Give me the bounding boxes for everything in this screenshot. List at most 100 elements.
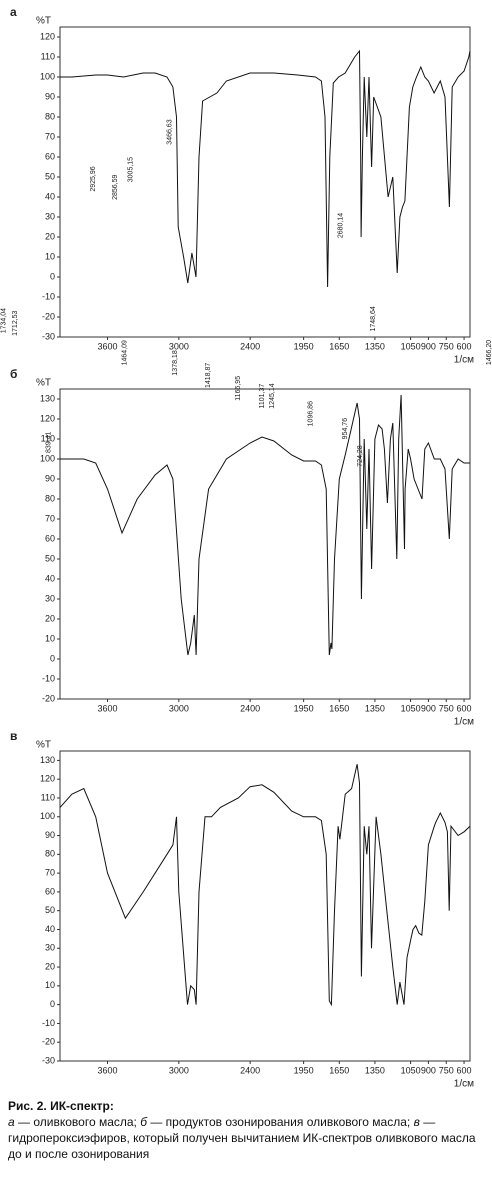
peak-label: 1466,20 <box>486 340 492 365</box>
x-tick-label: 900 <box>421 703 436 713</box>
peak-label: 954,76 <box>342 418 349 440</box>
y-tick-label: 20 <box>45 613 55 623</box>
y-tick-label: 40 <box>45 573 55 583</box>
y-tick-label: 20 <box>45 961 55 971</box>
y-tick-label: 80 <box>45 849 55 859</box>
y-tick-label: 130 <box>40 393 55 403</box>
y-tick-label: 10 <box>45 633 55 643</box>
plot-frame <box>59 388 471 700</box>
y-tick-label: 30 <box>45 593 55 603</box>
plot-frame <box>59 750 471 1062</box>
panel-letter: б <box>10 367 17 381</box>
y-tick-label: 20 <box>45 231 55 241</box>
x-axis-label: 1/см <box>454 355 474 366</box>
y-tick-label: 60 <box>45 151 55 161</box>
y-tick-label: 10 <box>45 980 55 990</box>
y-tick-label: 70 <box>45 131 55 141</box>
x-tick-label: 3600 <box>98 341 118 351</box>
x-tick-label: 3600 <box>98 703 118 713</box>
peak-label: 839,41 <box>46 432 53 454</box>
x-tick-label: 2400 <box>240 703 260 713</box>
x-tick-label: 1650 <box>329 1065 349 1075</box>
caption-title: Рис. 2. ИК-спектр: <box>8 1099 114 1113</box>
caption: Рис. 2. ИК-спектр: а — оливкового масла;… <box>8 1098 484 1162</box>
y-tick-label: 30 <box>45 943 55 953</box>
peak-label: 1464,09 <box>122 340 129 365</box>
peak-label: 1245,14 <box>269 383 276 408</box>
y-axis-label: %T <box>36 378 51 389</box>
x-tick-label: 1950 <box>294 1065 314 1075</box>
y-tick-label: -20 <box>42 693 55 703</box>
peak-label: 1166,95 <box>235 376 242 401</box>
x-tick-label: 1350 <box>365 703 385 713</box>
x-tick-label: 1650 <box>329 341 349 351</box>
peak-label: 3005,15 <box>127 157 134 182</box>
panel-letter: а <box>10 5 17 19</box>
y-tick-label: 130 <box>40 755 55 765</box>
x-tick-label: 1650 <box>329 703 349 713</box>
y-axis-label: %T <box>36 740 51 751</box>
y-tick-label: 40 <box>45 191 55 201</box>
x-tick-label: 1050 <box>401 341 421 351</box>
y-tick-label: 110 <box>41 792 55 802</box>
x-tick-label: 3000 <box>169 703 189 713</box>
y-tick-label: 60 <box>45 886 55 896</box>
peak-label: 2925,96 <box>90 166 97 191</box>
x-tick-label: 750 <box>439 341 454 351</box>
peak-label: 1101,37 <box>259 384 266 409</box>
caption-text: — продуктов озонирования оливкового масл… <box>150 1115 411 1129</box>
x-tick-label: 900 <box>421 1065 436 1075</box>
y-tick-label: 10 <box>45 251 55 261</box>
charts: а%T-30-20-100102030405060708090100110120… <box>1 5 492 1090</box>
y-tick-label: 0 <box>50 999 55 1009</box>
x-axis-label: 1/см <box>454 1079 474 1090</box>
peak-label: 724,28 <box>357 445 364 467</box>
x-tick-label: 750 <box>439 1065 454 1075</box>
y-tick-label: 100 <box>40 453 55 463</box>
y-tick-label: -10 <box>42 1018 55 1028</box>
y-tick-label: 70 <box>45 513 55 523</box>
peak-label: 3466,63 <box>167 119 174 144</box>
x-tick-label: 3600 <box>98 1065 118 1075</box>
x-tick-label: 1950 <box>294 341 314 351</box>
y-tick-label: 0 <box>50 653 55 663</box>
x-tick-label: 2400 <box>240 341 260 351</box>
peak-label: 2856,59 <box>112 174 119 199</box>
x-tick-label: 3000 <box>169 1065 189 1075</box>
x-tick-label: 1950 <box>294 703 314 713</box>
peak-label: 1712,53 <box>12 310 19 335</box>
y-tick-label: 60 <box>45 533 55 543</box>
x-tick-label: 3000 <box>169 341 189 351</box>
y-tick-label: 120 <box>40 31 55 41</box>
y-tick-label: 110 <box>41 433 55 443</box>
peak-label: 1418,87 <box>205 363 212 388</box>
y-tick-label: 80 <box>45 111 55 121</box>
y-axis-label: %T <box>36 16 51 27</box>
x-tick-label: 600 <box>457 1065 472 1075</box>
peak-label: 1734,04 <box>1 308 8 333</box>
y-tick-label: 90 <box>45 91 55 101</box>
caption-letter: б <box>140 1115 147 1129</box>
y-tick-label: -30 <box>42 331 55 341</box>
y-tick-label: 90 <box>45 830 55 840</box>
y-tick-label: 90 <box>45 473 55 483</box>
y-tick-label: -10 <box>42 673 55 683</box>
x-tick-label: 900 <box>421 341 436 351</box>
y-tick-label: 30 <box>45 211 55 221</box>
x-tick-label: 1050 <box>401 1065 421 1075</box>
x-tick-label: 1350 <box>365 341 385 351</box>
x-tick-label: 600 <box>457 341 472 351</box>
y-tick-label: -30 <box>42 1055 55 1065</box>
y-tick-label: 100 <box>40 71 55 81</box>
y-tick-label: 70 <box>45 867 55 877</box>
caption-letter: а <box>8 1115 15 1129</box>
peak-label: 1096,86 <box>308 401 315 426</box>
y-tick-label: 100 <box>40 811 55 821</box>
x-tick-label: 1050 <box>401 703 421 713</box>
y-tick-label: 50 <box>45 171 55 181</box>
y-tick-label: 80 <box>45 493 55 503</box>
caption-text: — гидропероксиэфиров, который получен вы… <box>8 1115 476 1161</box>
x-tick-label: 750 <box>439 703 454 713</box>
y-tick-label: 120 <box>40 413 55 423</box>
